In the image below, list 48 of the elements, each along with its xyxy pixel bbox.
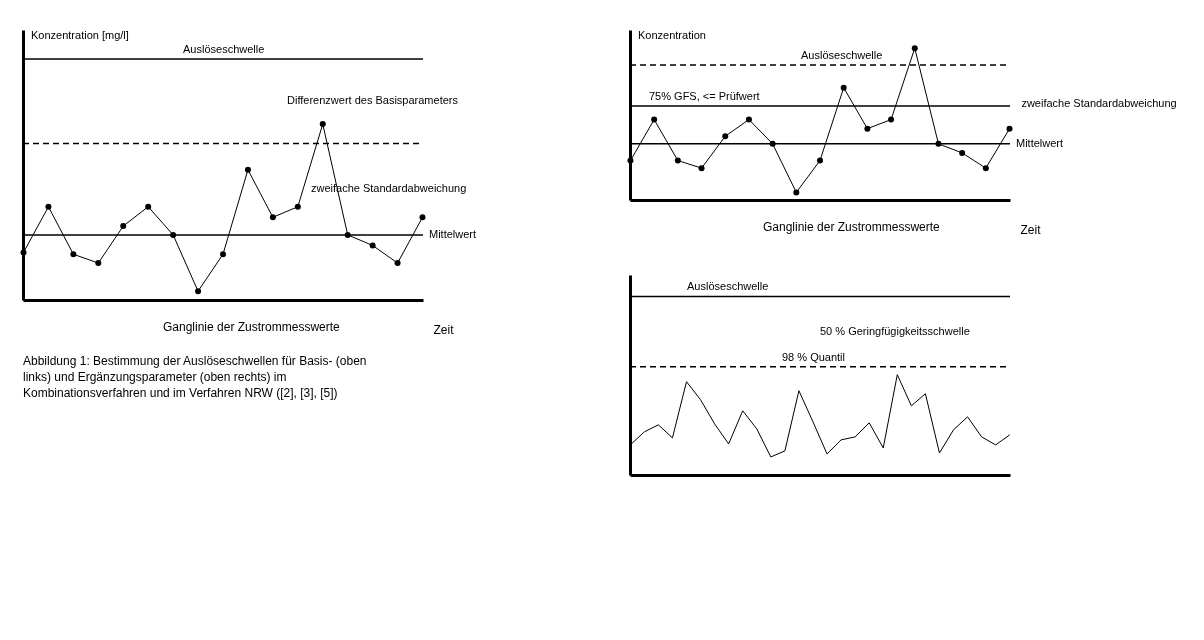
point xyxy=(20,249,27,256)
x-axis-title: Zeit xyxy=(433,322,455,337)
point xyxy=(394,260,401,267)
point xyxy=(745,116,752,123)
text: Ganglinie der Zustrommesswerte xyxy=(163,320,341,334)
text: zweifache Standardabweichung xyxy=(1021,97,1177,110)
point xyxy=(220,251,226,258)
annotation: zweifache Standardabweichung xyxy=(311,182,467,195)
text: Ganglinie der Zustrommesswerte xyxy=(763,220,941,234)
point xyxy=(319,121,326,128)
text: Abbildung 1: Bestimmung der Auslöseschwellen für Basis- (oben links) und Ergänzungsparameter (oben rechts) im Kombinationsverfahren und im Verfahren NRW ([2], [3], [5]) xyxy=(23,354,367,400)
point xyxy=(244,166,251,173)
ref-line-label: 75% GFS, <= Prüfwert xyxy=(649,89,760,102)
point xyxy=(120,223,127,230)
point xyxy=(888,116,895,123)
point xyxy=(817,157,823,164)
ref-line-label: Auslöseschwelle xyxy=(687,280,769,293)
point xyxy=(982,165,989,172)
point xyxy=(722,133,729,140)
ref-line-label: Auslöseschwelle xyxy=(183,42,265,55)
point xyxy=(793,189,800,196)
point xyxy=(145,203,152,210)
text: 50 % Geringfügigkeitsschwelle xyxy=(820,324,970,337)
point xyxy=(45,203,52,210)
point xyxy=(419,214,426,221)
ref-line-label: Mittelwert xyxy=(1016,136,1064,149)
point xyxy=(70,251,77,258)
point xyxy=(195,288,202,295)
point xyxy=(269,214,276,221)
point xyxy=(674,157,681,164)
point xyxy=(1006,125,1013,132)
y-axis-title: Konzentration [mg/l] xyxy=(31,29,129,41)
y-axis-title: Konzentration xyxy=(638,29,706,41)
point xyxy=(698,165,705,172)
point xyxy=(95,260,102,267)
ref-line-label: 98 % Quantil xyxy=(782,350,845,363)
ref-line-label: Mittelwert xyxy=(429,227,477,240)
text: Differenzwert des Basisparameters xyxy=(287,94,459,107)
point xyxy=(294,203,301,210)
point xyxy=(959,149,966,156)
point xyxy=(627,157,634,164)
point xyxy=(369,242,376,249)
point xyxy=(840,84,847,91)
point xyxy=(911,45,918,52)
point xyxy=(864,125,871,132)
ref-line-label: Auslöseschwelle xyxy=(801,48,883,61)
point xyxy=(651,116,658,123)
x-axis-title: Zeit xyxy=(1020,222,1042,237)
